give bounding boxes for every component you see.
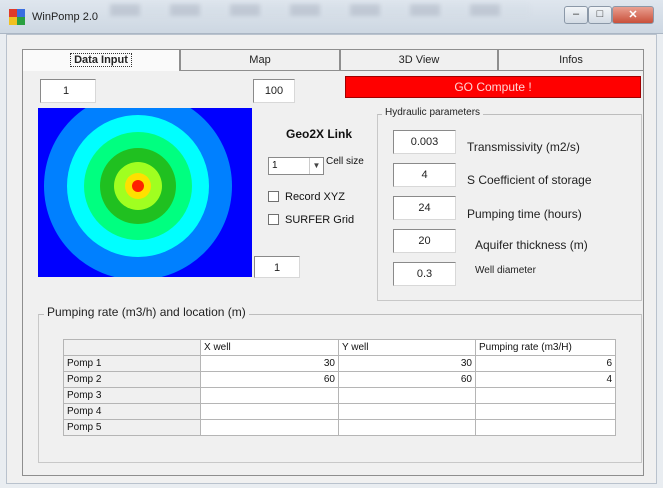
row-label: Pomp 2 bbox=[63, 371, 201, 388]
table-row: Pomp 5 bbox=[63, 419, 616, 436]
aquifer-thickness-label: Aquifer thickness (m) bbox=[475, 238, 588, 252]
cell-size-select[interactable]: 1 ▼ bbox=[268, 157, 324, 175]
surfer-grid-checkbox[interactable] bbox=[268, 214, 279, 225]
pumping-table: X well Y well Pumping rate (m3/H) Pomp 1… bbox=[63, 339, 616, 436]
pumping-rate-cell[interactable] bbox=[475, 419, 616, 436]
row-label: Pomp 1 bbox=[63, 355, 201, 372]
contour-center bbox=[132, 180, 144, 192]
cell-size-value: 1 bbox=[272, 160, 278, 171]
tab-data-input-label: Data Input bbox=[70, 53, 132, 67]
pumping-time-label: Pumping time (hours) bbox=[467, 207, 582, 221]
hydraulic-parameters-legend: Hydraulic parameters bbox=[382, 107, 484, 118]
table-row: Pomp 3 bbox=[63, 387, 616, 404]
minimize-button[interactable]: – bbox=[564, 6, 588, 24]
table-header-row: X well Y well Pumping rate (m3/H) bbox=[63, 339, 616, 356]
pumping-time-input[interactable]: 24 bbox=[393, 196, 456, 220]
row-label: Pomp 3 bbox=[63, 387, 201, 404]
tab-3d-view[interactable]: 3D View bbox=[340, 49, 498, 71]
hydraulic-parameters-group bbox=[377, 114, 642, 301]
table-row: Pomp 4 bbox=[63, 403, 616, 420]
x-well-cell[interactable] bbox=[200, 403, 339, 420]
close-icon: ✕ bbox=[628, 9, 638, 21]
surfer-grid-label: SURFER Grid bbox=[285, 214, 355, 226]
top-mid-field[interactable]: 100 bbox=[253, 79, 295, 103]
surfer-grid-option[interactable]: SURFER Grid bbox=[268, 214, 354, 226]
top-left-field[interactable]: 1 bbox=[40, 79, 96, 103]
record-xyz-label: Record XYZ bbox=[285, 191, 345, 203]
pumping-rate-cell[interactable] bbox=[475, 387, 616, 404]
table-header-y-well: Y well bbox=[338, 339, 476, 356]
row-label: Pomp 4 bbox=[63, 403, 201, 420]
contour-map-graphic bbox=[44, 108, 232, 277]
transmissivity-label: Transmissivity (m2/s) bbox=[467, 140, 580, 154]
pumping-rate-legend: Pumping rate (m3/h) and location (m) bbox=[44, 305, 249, 319]
tab-bar: Data Input Map 3D View Infos bbox=[22, 49, 644, 71]
y-well-cell[interactable]: 30 bbox=[338, 355, 476, 372]
x-well-cell[interactable]: 30 bbox=[200, 355, 339, 372]
chevron-down-icon: ▼ bbox=[309, 158, 323, 174]
aquifer-thickness-input[interactable]: 20 bbox=[393, 229, 456, 253]
row-label: Pomp 5 bbox=[63, 419, 201, 436]
storage-coefficient-input[interactable]: 4 bbox=[393, 163, 456, 187]
storage-coefficient-label: S Coefficient of storage bbox=[467, 173, 592, 187]
y-well-cell[interactable] bbox=[338, 403, 476, 420]
bottom-map-field[interactable]: 1 bbox=[254, 256, 300, 278]
table-header-x-well: X well bbox=[200, 339, 339, 356]
pumping-rate-cell[interactable]: 4 bbox=[475, 371, 616, 388]
maximize-button[interactable]: □ bbox=[588, 6, 612, 24]
table-header-pumping-rate: Pumping rate (m3/H) bbox=[475, 339, 616, 356]
go-compute-button[interactable]: GO Compute ! bbox=[345, 76, 641, 98]
well-diameter-input[interactable]: 0.3 bbox=[393, 262, 456, 286]
tab-infos[interactable]: Infos bbox=[498, 49, 644, 71]
blurred-background-strip bbox=[110, 4, 530, 16]
table-row: Pomp 1 30 30 6 bbox=[63, 355, 616, 372]
pumping-rate-cell[interactable]: 6 bbox=[475, 355, 616, 372]
title-bar: WinPomp 2.0 – □ ✕ bbox=[0, 0, 663, 34]
app-icon bbox=[9, 9, 25, 25]
cell-size-label: Cell size bbox=[326, 156, 364, 167]
pumping-rate-cell[interactable] bbox=[475, 403, 616, 420]
y-well-cell[interactable] bbox=[338, 419, 476, 436]
record-xyz-checkbox[interactable] bbox=[268, 191, 279, 202]
y-well-cell[interactable]: 60 bbox=[338, 371, 476, 388]
x-well-cell[interactable] bbox=[200, 387, 339, 404]
well-diameter-label: Well diameter bbox=[475, 265, 536, 276]
table-header-corner bbox=[63, 339, 201, 356]
maximize-icon: □ bbox=[596, 8, 604, 20]
geo2x-title: Geo2X Link bbox=[286, 127, 353, 141]
close-button[interactable]: ✕ bbox=[612, 6, 654, 24]
pumping-rate-group bbox=[38, 314, 642, 463]
y-well-cell[interactable] bbox=[338, 387, 476, 404]
contour-map bbox=[38, 108, 252, 277]
minimize-icon: – bbox=[572, 8, 580, 20]
window-title: WinPomp 2.0 bbox=[32, 11, 99, 23]
record-xyz-option[interactable]: Record XYZ bbox=[268, 191, 345, 203]
x-well-cell[interactable]: 60 bbox=[200, 371, 339, 388]
tab-map[interactable]: Map bbox=[180, 49, 340, 71]
table-row: Pomp 2 60 60 4 bbox=[63, 371, 616, 388]
tab-data-input[interactable]: Data Input bbox=[22, 49, 180, 71]
x-well-cell[interactable] bbox=[200, 419, 339, 436]
transmissivity-input[interactable]: 0.003 bbox=[393, 130, 456, 154]
